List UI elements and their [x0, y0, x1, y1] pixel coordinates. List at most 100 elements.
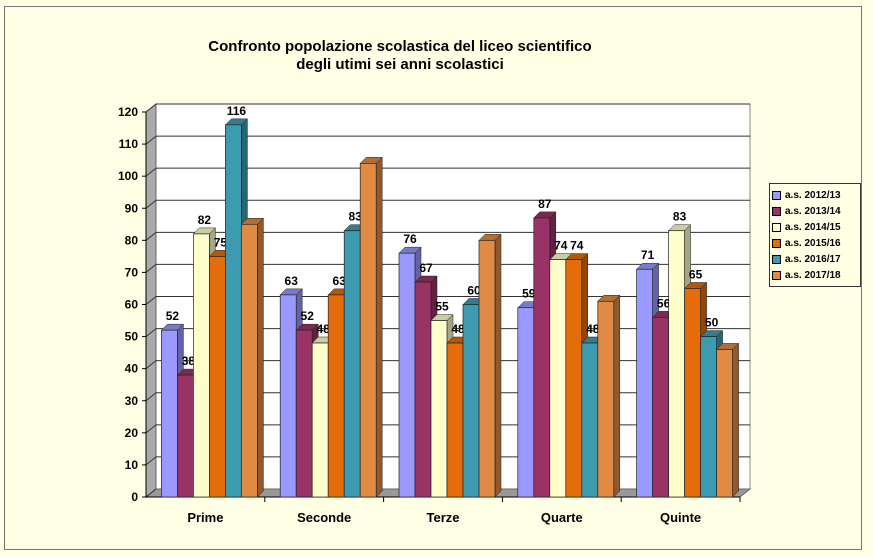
bar: [161, 329, 178, 498]
data-label: 74: [570, 239, 584, 253]
data-label: 48: [586, 322, 600, 336]
chart-title: Confronto popolazione scolastica del lic…: [150, 38, 650, 74]
bar: [716, 349, 733, 498]
legend-swatch: [772, 270, 781, 280]
bar: [597, 300, 615, 498]
gridline-side: [145, 328, 157, 337]
bar-side: [732, 342, 739, 498]
bar: [430, 320, 448, 498]
data-label: 71: [641, 248, 655, 262]
legend-label: a.s. 2015/16: [785, 237, 841, 249]
data-label: 63: [333, 274, 347, 288]
bar: [700, 336, 717, 498]
bar: [225, 124, 242, 498]
bar: [581, 342, 599, 498]
data-label: 74: [554, 239, 568, 253]
y-tick-label: 120: [118, 105, 138, 119]
legend-item: a.s. 2014/15: [772, 219, 858, 235]
bar: [343, 230, 361, 498]
bar: [533, 217, 551, 498]
y-tick-label: 110: [119, 137, 139, 151]
legend-item: a.s. 2015/16: [772, 235, 858, 251]
y-tick-label: 60: [125, 298, 139, 312]
legend-item: a.s. 2017/18: [772, 267, 858, 283]
gridline-side: [145, 392, 157, 402]
gridline-side: [145, 135, 157, 145]
legend-swatch: [772, 222, 781, 232]
gridline-side: [145, 264, 157, 273]
legend-label: a.s. 2012/13: [785, 189, 841, 201]
legend-swatch: [772, 190, 781, 200]
y-tick-label: 80: [125, 233, 139, 247]
bar: [359, 162, 377, 498]
y-tick-label: 70: [125, 265, 139, 279]
bar: [295, 329, 313, 498]
bar: [478, 239, 496, 498]
bar: [652, 316, 669, 498]
y-tick-label: 0: [131, 490, 138, 504]
legend-swatch: [772, 254, 781, 264]
legend-swatch: [772, 238, 781, 248]
gridline-side: [145, 231, 157, 241]
chart-title-line-1: Confronto popolazione scolastica del lic…: [208, 38, 592, 55]
data-label: 67: [419, 261, 433, 275]
gridline-side: [145, 103, 157, 113]
gridline-side: [145, 199, 157, 209]
gridline-side: [145, 167, 157, 177]
bar-side: [613, 294, 621, 498]
data-label: 87: [538, 197, 552, 211]
x-tick-label: Quarte: [541, 510, 583, 525]
legend-label: a.s. 2014/15: [785, 221, 841, 233]
bar: [414, 281, 432, 498]
data-label: 55: [435, 300, 449, 314]
y-tick-label: 30: [125, 394, 139, 408]
gridline-side: [145, 360, 157, 370]
y-tick-label: 90: [125, 201, 139, 215]
data-label: 38: [182, 354, 196, 368]
bar: [398, 252, 416, 498]
bar: [193, 233, 210, 498]
legend-label: a.s. 2016/17: [785, 253, 841, 265]
gridline-side: [145, 424, 157, 434]
legend-item: a.s. 2012/13: [772, 187, 858, 203]
legend-swatch: [772, 206, 781, 216]
data-label: 59: [522, 287, 536, 301]
bar: [241, 223, 258, 498]
gridline-side: [145, 488, 157, 498]
data-label: 48: [317, 322, 331, 336]
data-label: 65: [689, 267, 703, 281]
bar: [327, 294, 345, 498]
y-tick-label: 10: [125, 458, 139, 472]
legend-label: a.s. 2017/18: [785, 269, 841, 281]
bar: [668, 230, 685, 498]
bar-side: [494, 233, 502, 498]
legend: a.s. 2012/13 a.s. 2013/14 a.s. 2014/15 a.s.…: [769, 183, 861, 287]
data-label: 83: [349, 210, 363, 224]
bar-side: [257, 217, 264, 498]
bar: [279, 294, 297, 498]
data-label: 116: [227, 104, 247, 118]
gridline-side: [145, 456, 157, 466]
legend-item: a.s. 2016/17: [772, 251, 858, 267]
legend-label: a.s. 2013/14: [785, 205, 841, 217]
bar-side: [375, 156, 383, 498]
bar: [446, 342, 464, 498]
data-label: 76: [403, 232, 417, 246]
data-label: 56: [657, 296, 671, 310]
data-label: 82: [198, 213, 212, 227]
bar: [177, 374, 194, 498]
bar: [462, 304, 480, 498]
bar: [517, 307, 535, 498]
x-tick-label: Seconde: [297, 510, 351, 525]
data-label: 52: [301, 309, 315, 323]
x-tick-label: Prime: [187, 510, 223, 525]
gridline-side: [145, 296, 157, 305]
bar: [565, 259, 583, 498]
bar: [311, 342, 329, 498]
x-tick-label: Quinte: [660, 510, 701, 525]
y-tick-label: 50: [125, 330, 139, 344]
bar: [209, 256, 226, 498]
bar: [549, 259, 567, 498]
y-tick-label: 20: [125, 426, 139, 440]
